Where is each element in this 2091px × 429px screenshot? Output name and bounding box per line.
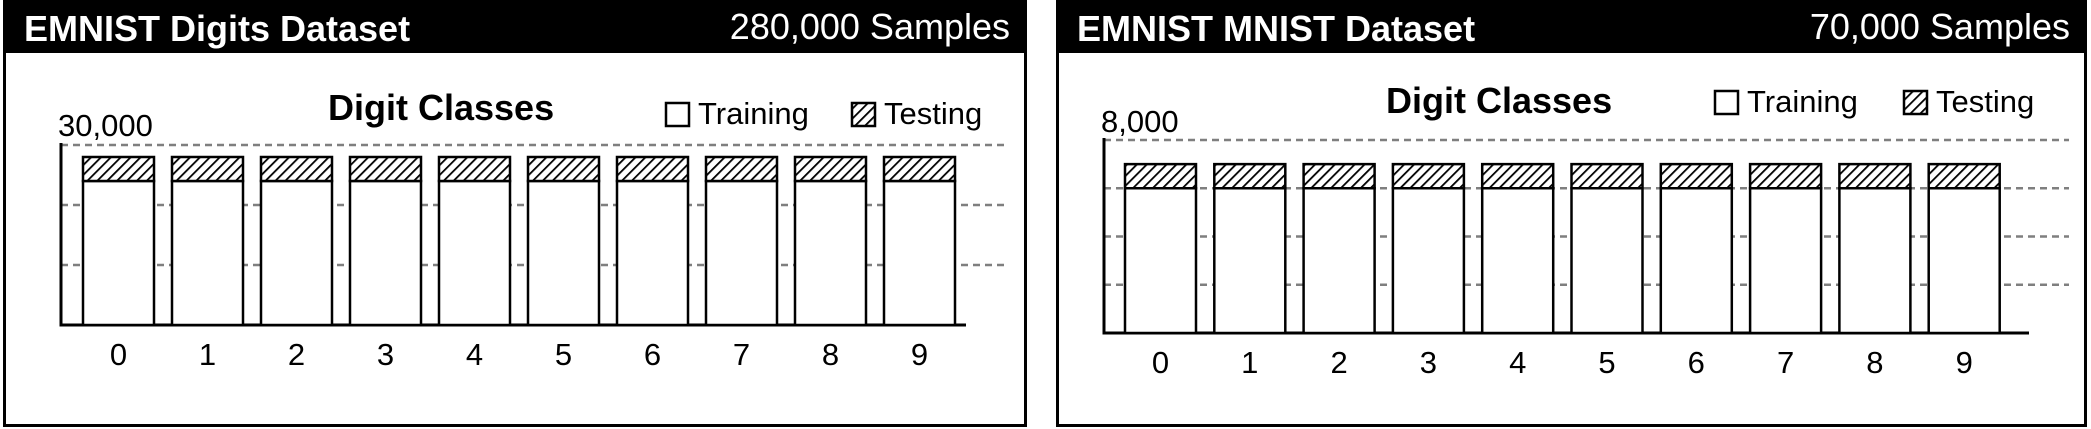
x-tick-label: 2 bbox=[1330, 345, 1347, 380]
x-tick-label: 0 bbox=[110, 337, 127, 372]
bar-training bbox=[1570, 187, 1644, 335]
bar-training bbox=[882, 179, 957, 327]
bar-testing bbox=[170, 155, 245, 183]
bar-testing bbox=[1391, 162, 1466, 190]
x-tick-label: 3 bbox=[377, 337, 394, 372]
y-max-label: 8,000 bbox=[1101, 104, 1179, 139]
y-max-label: 30,000 bbox=[58, 108, 153, 143]
x-tick-label: 9 bbox=[1956, 345, 1973, 380]
x-tick-label: 7 bbox=[733, 337, 750, 372]
bar-testing bbox=[348, 155, 423, 183]
bar-training bbox=[81, 179, 156, 327]
bar-training bbox=[1659, 187, 1734, 335]
bar-testing bbox=[615, 155, 690, 183]
bar-training bbox=[1927, 187, 2001, 335]
bar-testing bbox=[1659, 162, 1734, 190]
bar-training bbox=[1123, 187, 1198, 335]
bar-testing bbox=[882, 155, 957, 183]
bar-testing bbox=[793, 155, 868, 183]
bar-training bbox=[526, 179, 601, 327]
bar-training bbox=[1480, 187, 1555, 335]
bar-training bbox=[1838, 187, 1912, 335]
sample-count: 280,000 Samples bbox=[729, 6, 1010, 47]
bar-testing bbox=[1480, 162, 1555, 190]
x-tick-label: 8 bbox=[1866, 345, 1883, 380]
bar-training bbox=[348, 179, 423, 327]
bar-testing bbox=[1123, 162, 1198, 190]
bar-testing bbox=[437, 155, 512, 183]
bar-testing bbox=[1570, 162, 1644, 190]
legend-training-label: Training bbox=[698, 96, 809, 131]
x-tick-label: 4 bbox=[466, 337, 483, 372]
bar-training bbox=[793, 179, 868, 327]
bar-testing bbox=[526, 155, 601, 183]
bar-training bbox=[259, 179, 334, 327]
x-tick-label: 8 bbox=[822, 337, 839, 372]
emnist-digits-panel: EMNIST Digits Dataset 280,000 Samples 30… bbox=[3, 0, 1027, 427]
chart-title: Digit Classes bbox=[328, 87, 554, 128]
bar-training bbox=[1213, 187, 1287, 335]
panel-header: EMNIST MNIST Dataset 70,000 Samples bbox=[1059, 3, 2084, 53]
legend-testing-swatch bbox=[1902, 89, 1929, 116]
x-tick-label: 1 bbox=[1241, 345, 1258, 380]
bar-training bbox=[437, 179, 512, 327]
bar-testing bbox=[1213, 162, 1287, 190]
bar-testing bbox=[1838, 162, 1912, 190]
x-tick-label: 3 bbox=[1420, 345, 1437, 380]
bar-training bbox=[1302, 187, 1376, 335]
bar-testing bbox=[1302, 162, 1376, 190]
x-tick-label: 6 bbox=[644, 337, 661, 372]
x-tick-label: 2 bbox=[288, 337, 305, 372]
x-tick-label: 1 bbox=[199, 337, 216, 372]
stacked-bar-chart: 8,000 Digit Classes Training Testing 0 1 2… bbox=[1101, 80, 2069, 380]
legend-testing-label: Testing bbox=[1936, 84, 2034, 119]
legend-testing-swatch bbox=[850, 101, 877, 128]
sample-count: 70,000 Samples bbox=[1809, 6, 2070, 47]
x-tick-label: 4 bbox=[1509, 345, 1526, 380]
bar-training bbox=[704, 179, 779, 327]
bar-testing bbox=[704, 155, 779, 183]
bar-training bbox=[170, 179, 245, 327]
x-tick-label: 7 bbox=[1777, 345, 1794, 380]
x-tick-label: 5 bbox=[1598, 345, 1615, 380]
x-tick-label: 0 bbox=[1152, 345, 1169, 380]
legend-training-swatch bbox=[1713, 89, 1740, 116]
legend-training-swatch bbox=[664, 101, 691, 128]
chart-title: Digit Classes bbox=[1386, 80, 1612, 121]
panel-title: EMNIST MNIST Dataset bbox=[1077, 8, 1476, 49]
stacked-bar-chart: 30,000 Digit Classes Training Testing 0 1… bbox=[58, 87, 1006, 372]
emnist-mnist-panel: EMNIST MNIST Dataset 70,000 Samples 8,00… bbox=[1056, 0, 2087, 427]
legend-training-label: Training bbox=[1747, 84, 1858, 119]
bar-training bbox=[615, 179, 690, 327]
panel-title: EMNIST Digits Dataset bbox=[24, 8, 411, 49]
bar-testing bbox=[1927, 162, 2001, 190]
x-tick-label: 6 bbox=[1688, 345, 1705, 380]
x-tick-label: 5 bbox=[555, 337, 572, 372]
bar-training bbox=[1391, 187, 1466, 335]
bar-testing bbox=[81, 155, 156, 183]
panel-header: EMNIST Digits Dataset 280,000 Samples bbox=[6, 3, 1024, 53]
bar-training bbox=[1748, 187, 1823, 335]
bar-testing bbox=[1748, 162, 1823, 190]
bar-testing bbox=[259, 155, 334, 183]
x-tick-label: 9 bbox=[911, 337, 928, 372]
legend-testing-label: Testing bbox=[884, 96, 982, 131]
